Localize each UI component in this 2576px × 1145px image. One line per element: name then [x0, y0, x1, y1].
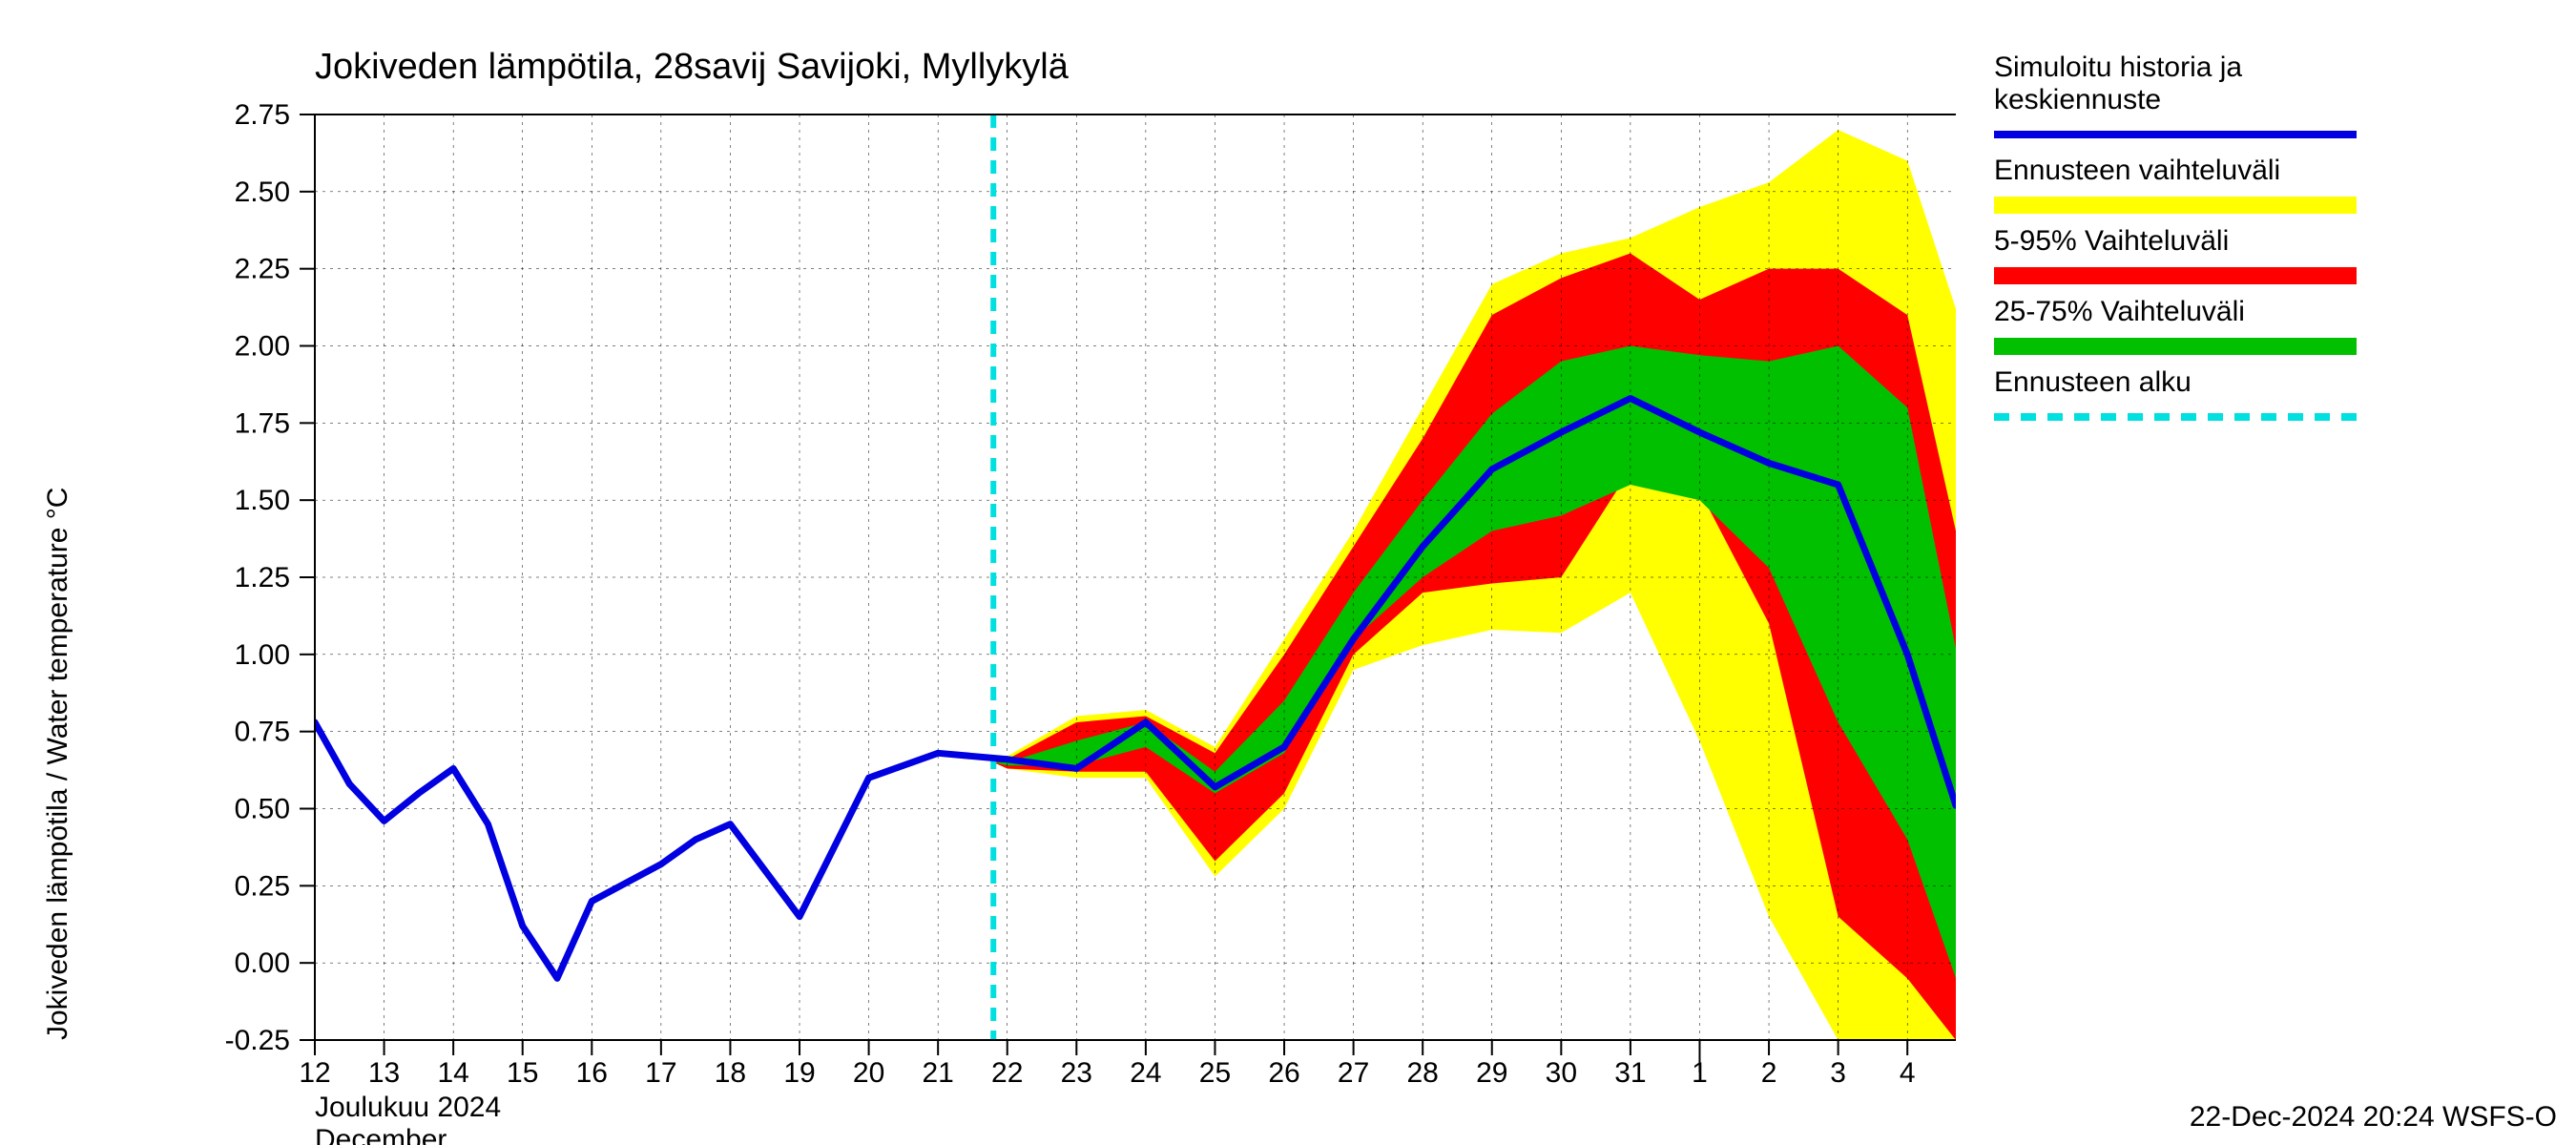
- chart-svg: -0.25 0.00 0.25 0.50 0.75 1.00 1.25 1.50 1.75 2.0…: [0, 0, 2576, 1145]
- x-tick-label: 3: [1830, 1057, 1846, 1089]
- legend-label: Ennusteen vaihteluväli: [1994, 155, 2280, 186]
- y-tick-label: 0.25: [235, 870, 290, 902]
- chart-container: -0.25 0.00 0.25 0.50 0.75 1.00 1.25 1.50 1.75 2.0…: [0, 0, 2576, 1145]
- x-tick-label: 28: [1406, 1057, 1438, 1089]
- x-tick-label: 20: [853, 1057, 884, 1089]
- legend-label: keskiennuste: [1994, 84, 2161, 115]
- x-tick-label: 12: [299, 1057, 330, 1089]
- x-tick-label: 19: [783, 1057, 815, 1089]
- x-tick-label: 29: [1476, 1057, 1507, 1089]
- x-tick-label: 13: [368, 1057, 400, 1089]
- x-month-label-1: Joulukuu 2024: [315, 1092, 501, 1123]
- y-tick-label: 2.75: [235, 99, 290, 131]
- y-tick-label: 1.25: [235, 562, 290, 593]
- y-tick-label: 1.75: [235, 407, 290, 439]
- x-tick-label: 16: [576, 1057, 608, 1089]
- x-tick-labels: 1213141516171819202122232425262728293031…: [299, 1057, 1915, 1089]
- y-tick-label: 2.00: [235, 331, 290, 363]
- y-tick-labels: -0.25 0.00 0.25 0.50 0.75 1.00 1.25 1.50 1.75 2.0…: [225, 99, 290, 1056]
- legend-label: 25-75% Vaihteluväli: [1994, 296, 2245, 327]
- x-tick-label: 2: [1761, 1057, 1777, 1089]
- y-axis-label: Jokiveden lämpötila / Water temperature …: [42, 488, 73, 1040]
- x-tick-label: 25: [1199, 1057, 1231, 1089]
- x-month-label-2: December: [315, 1124, 447, 1145]
- x-tick-label: 27: [1338, 1057, 1369, 1089]
- y-tick-label: 0.75: [235, 717, 290, 748]
- x-tick-label: 21: [922, 1057, 953, 1089]
- y-tick-label: 1.00: [235, 639, 290, 671]
- legend: Simuloitu historia jakeskiennuste Ennuste…: [1994, 52, 2357, 417]
- legend-label: 5-95% Vaihteluväli: [1994, 225, 2229, 257]
- y-tick-label: 0.50: [235, 794, 290, 825]
- legend-swatch: [1994, 267, 2357, 284]
- x-tick-label: 31: [1614, 1057, 1646, 1089]
- x-tick-label: 23: [1061, 1057, 1092, 1089]
- x-tick-label: 26: [1268, 1057, 1299, 1089]
- x-tick-label: 30: [1546, 1057, 1577, 1089]
- x-tick-label: 4: [1900, 1057, 1916, 1089]
- y-tick-label: 1.50: [235, 485, 290, 516]
- legend-swatch: [1994, 338, 2357, 355]
- y-tick-label: 2.50: [235, 177, 290, 208]
- footer-timestamp: 22-Dec-2024 20:24 WSFS-O: [2190, 1101, 2557, 1133]
- y-tick-label: 0.00: [235, 947, 290, 979]
- x-tick-label: 17: [645, 1057, 676, 1089]
- y-tick-label: -0.25: [225, 1025, 290, 1056]
- legend-swatch: [1994, 197, 2357, 214]
- x-tick-label: 1: [1692, 1057, 1708, 1089]
- y-tick-label: 2.25: [235, 254, 290, 285]
- forecast-bands: [993, 130, 1956, 1040]
- x-tick-label: 14: [437, 1057, 468, 1089]
- x-tick-label: 22: [991, 1057, 1023, 1089]
- legend-label: Ennusteen alku: [1994, 366, 2192, 398]
- x-tick-label: 18: [715, 1057, 746, 1089]
- legend-label: Simuloitu historia ja: [1994, 52, 2242, 83]
- chart-title: Jokiveden lämpötila, 28savij Savijoki, M…: [315, 47, 1070, 87]
- x-tick-label: 15: [507, 1057, 538, 1089]
- x-tick-label: 24: [1130, 1057, 1161, 1089]
